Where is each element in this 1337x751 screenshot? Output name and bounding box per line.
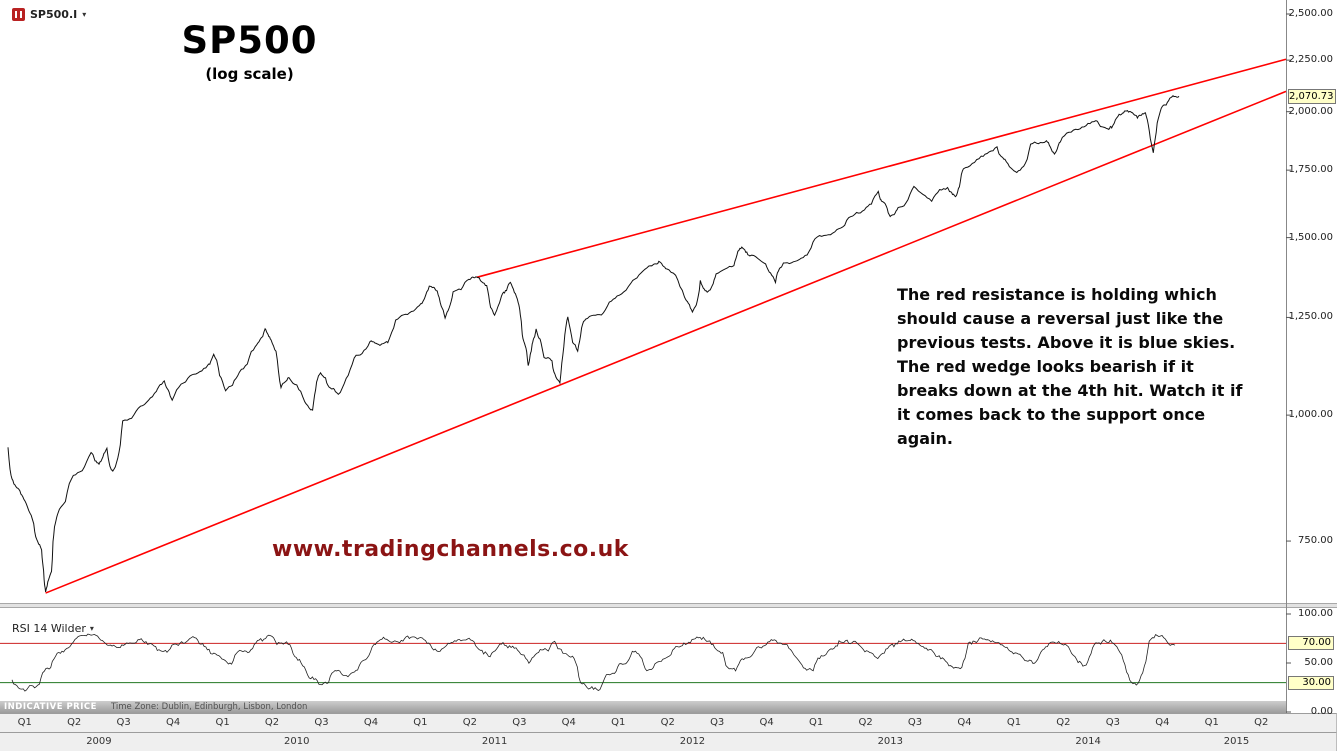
axis-corner-cell: [1286, 732, 1337, 751]
watermark: www.tradingchannels.co.uk: [272, 537, 629, 562]
chevron-down-icon: ▾: [89, 624, 94, 633]
quarter-cell: Q4: [346, 713, 397, 732]
quarter-cell: Q2: [1038, 713, 1090, 732]
price-axis-label: 750.00: [1298, 535, 1333, 547]
rsi-axis-label: 50.00: [1304, 657, 1333, 668]
year-cell: 2012: [593, 732, 793, 751]
year-cell: 2011: [395, 732, 595, 751]
price-axis-label: 2,000.00: [1288, 105, 1333, 117]
price-axis-label: 1,250.00: [1288, 311, 1333, 323]
quarter-cell: Q4: [544, 713, 595, 732]
quarter-cell: Q1: [989, 713, 1040, 732]
wedge-resistance-line[interactable]: [476, 58, 1287, 279]
quarter-cell: Q2: [247, 713, 298, 732]
instrument-symbol: SP500.I: [30, 8, 78, 21]
price-axis-label: 1,500.00: [1288, 231, 1333, 243]
quarter-cell: Q3: [890, 713, 941, 732]
price-axis-label: 1,000.00: [1288, 409, 1333, 421]
quarter-cell: Q2: [1236, 713, 1287, 732]
timezone-label: Time Zone: Dublin, Edinburgh, Lisbon, Lo…: [110, 702, 308, 712]
chart-subtitle: (log scale): [205, 65, 294, 83]
rsi-axis-label: 100.00: [1298, 608, 1333, 619]
price-axis-label: 2,500.00: [1288, 8, 1333, 19]
time-axis-years: 2009 2010 2011 2012 2013 2014 2015: [0, 732, 1337, 751]
quarter-cell: Q4: [1137, 713, 1189, 732]
price-axis-label: 1,750.00: [1288, 164, 1333, 176]
quarter-cell: Q3: [494, 713, 546, 732]
time-axis-quarters: Q1 Q2 Q3 Q4 Q1 Q2 Q3 Q4 Q1 Q2 Q3 Q4 Q1 Q2 Q3 Q4 Q1 Q2 Q3 Q4…: [0, 713, 1337, 732]
rsi-line: [11, 633, 1176, 692]
chevron-down-icon: ▾: [82, 10, 87, 19]
quarter-cell: Q1: [395, 713, 447, 732]
quarter-cell: Q4: [148, 713, 199, 732]
indicative-price-label: INDICATIVE PRICE: [4, 702, 97, 712]
year-cell: 2013: [791, 732, 991, 751]
rsi-label: RSI 14 Wilder: [12, 622, 86, 635]
quarter-cell: Q4: [741, 713, 793, 732]
quarter-cell: Q3: [1088, 713, 1139, 732]
rsi-indicator-selector[interactable]: RSI 14 Wilder ▾: [12, 622, 94, 635]
price-axis-label: 2,250.00: [1288, 54, 1333, 66]
rsi-level-badge: 70.00: [1288, 636, 1334, 651]
quarter-cell: Q1: [197, 713, 249, 732]
quarter-cell: Q1: [791, 713, 842, 732]
quarter-cell: Q2: [840, 713, 892, 732]
price-line: [7, 94, 1180, 593]
chart-title-block: SP500 (log scale): [172, 19, 327, 84]
quarter-cell: Q1: [0, 713, 51, 732]
year-cell: 2014: [989, 732, 1189, 751]
quarter-cell: Q2: [49, 713, 100, 732]
analysis-note: The red resistance is holding which shou…: [897, 285, 1243, 448]
quarter-cell: Q3: [296, 713, 348, 732]
rsi-level-badge: 30.00: [1288, 675, 1334, 690]
quarter-cell: Q1: [593, 713, 644, 732]
pane-splitter[interactable]: [0, 603, 1337, 608]
quarter-cell: Q1: [1187, 713, 1238, 732]
wedge-support-line[interactable]: [45, 90, 1287, 594]
quarter-cell: Q3: [692, 713, 743, 732]
quarter-cell: Q2: [643, 713, 694, 732]
year-cell: 2010: [197, 732, 397, 751]
instrument-selector[interactable]: SP500.I ▾: [12, 8, 86, 21]
price-axis: 2,500.00 2,250.00 2,000.00 1,750.00 1,500.00…: [1286, 0, 1337, 717]
quarter-cell: Q3: [98, 713, 150, 732]
quarter-cell: Q2: [445, 713, 496, 732]
year-cell: 2009: [0, 732, 199, 751]
quarter-cell: Q4: [939, 713, 991, 732]
chart-title: SP500: [181, 19, 318, 62]
rsi-axis-label: 0.00: [1310, 706, 1333, 717]
status-bar: INDICATIVE PRICE Time Zone: Dublin, Edin…: [0, 701, 1286, 713]
year-cell: 2015: [1187, 732, 1287, 751]
instrument-icon: [12, 8, 25, 21]
last-price-badge: 2,070.73: [1288, 89, 1336, 105]
